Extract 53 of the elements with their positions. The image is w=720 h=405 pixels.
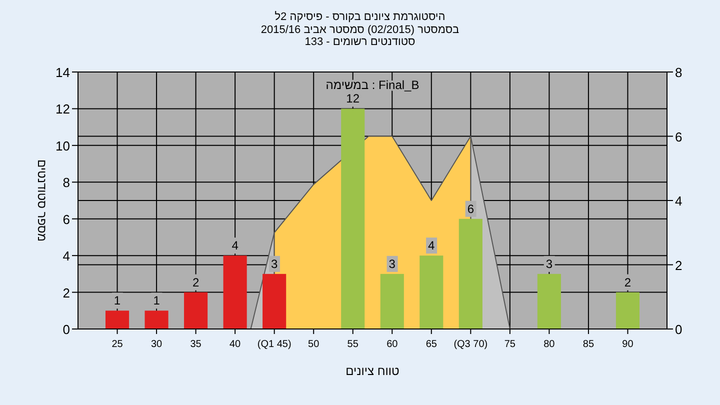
- x-tick-label: 85: [582, 339, 594, 350]
- x-tick-label: 55: [347, 339, 359, 350]
- chart-subtitle: בסמסטר (02/2015) סמסטר אביב 2015/16 סטודנטים רשומים - 133: [260, 24, 460, 48]
- data-label: 1: [114, 294, 121, 308]
- y-tick-label: 6: [62, 212, 70, 227]
- y-axis-title: מספר סטודנטים: [35, 159, 49, 242]
- bar: [223, 256, 247, 329]
- bar: [262, 274, 286, 329]
- y-tick-label: 10: [56, 138, 70, 154]
- data-label: 1: [153, 294, 160, 308]
- x-tick-label: 90: [622, 339, 634, 350]
- chart-title: היסטוגרמת ציונים בקורס - פיסיקה 2ל: [274, 11, 446, 23]
- y2-tick-label: 4: [675, 194, 682, 208]
- data-label: 2: [624, 275, 632, 290]
- y2-tick-label: 2: [675, 258, 682, 273]
- x-tick-label: 35: [190, 339, 202, 350]
- y2-tick-label: 8: [675, 65, 682, 80]
- data-label: 12: [346, 92, 360, 106]
- data-label: 2: [192, 275, 200, 290]
- x-axis-title: טווח ציונים: [346, 364, 400, 378]
- y-tick-label: 12: [56, 102, 70, 117]
- bar: [380, 274, 404, 329]
- x-tick-label: 25: [112, 339, 124, 350]
- bar: [144, 310, 168, 329]
- bar: [420, 256, 444, 329]
- x-tick-label: 40: [230, 339, 242, 350]
- data-label: 3: [270, 256, 278, 271]
- x-tick-label: 80: [544, 339, 556, 350]
- bar: [105, 310, 130, 329]
- data-label: 4: [428, 238, 436, 253]
- bar: [341, 108, 365, 329]
- x-tick-label: 30: [150, 339, 163, 350]
- data-label: 3: [388, 256, 396, 271]
- x-tick-label: 65: [426, 339, 438, 350]
- bar: [616, 292, 640, 329]
- x-tick-label: 50: [308, 339, 320, 350]
- bar: [537, 274, 561, 329]
- y-tick-label: 4: [62, 248, 70, 264]
- x-tick-label: 60: [386, 339, 398, 350]
- x-tick-label: (Q1 45): [257, 339, 292, 350]
- y2-tick-label: 6: [675, 129, 682, 144]
- y-tick-label: 8: [62, 175, 70, 190]
- bar: [184, 292, 208, 329]
- y-tick-label: 0: [62, 322, 70, 337]
- data-label: 3: [546, 256, 553, 271]
- data-label: 4: [232, 238, 239, 253]
- y-tick-label: 14: [56, 65, 70, 80]
- x-tick-label: 75: [504, 339, 516, 350]
- bar: [458, 218, 482, 329]
- x-tick-label: (Q3 70): [454, 339, 488, 350]
- y2-tick-label: 0: [675, 322, 682, 337]
- y-tick-label: 2: [62, 285, 70, 300]
- data-label: 6: [467, 202, 474, 216]
